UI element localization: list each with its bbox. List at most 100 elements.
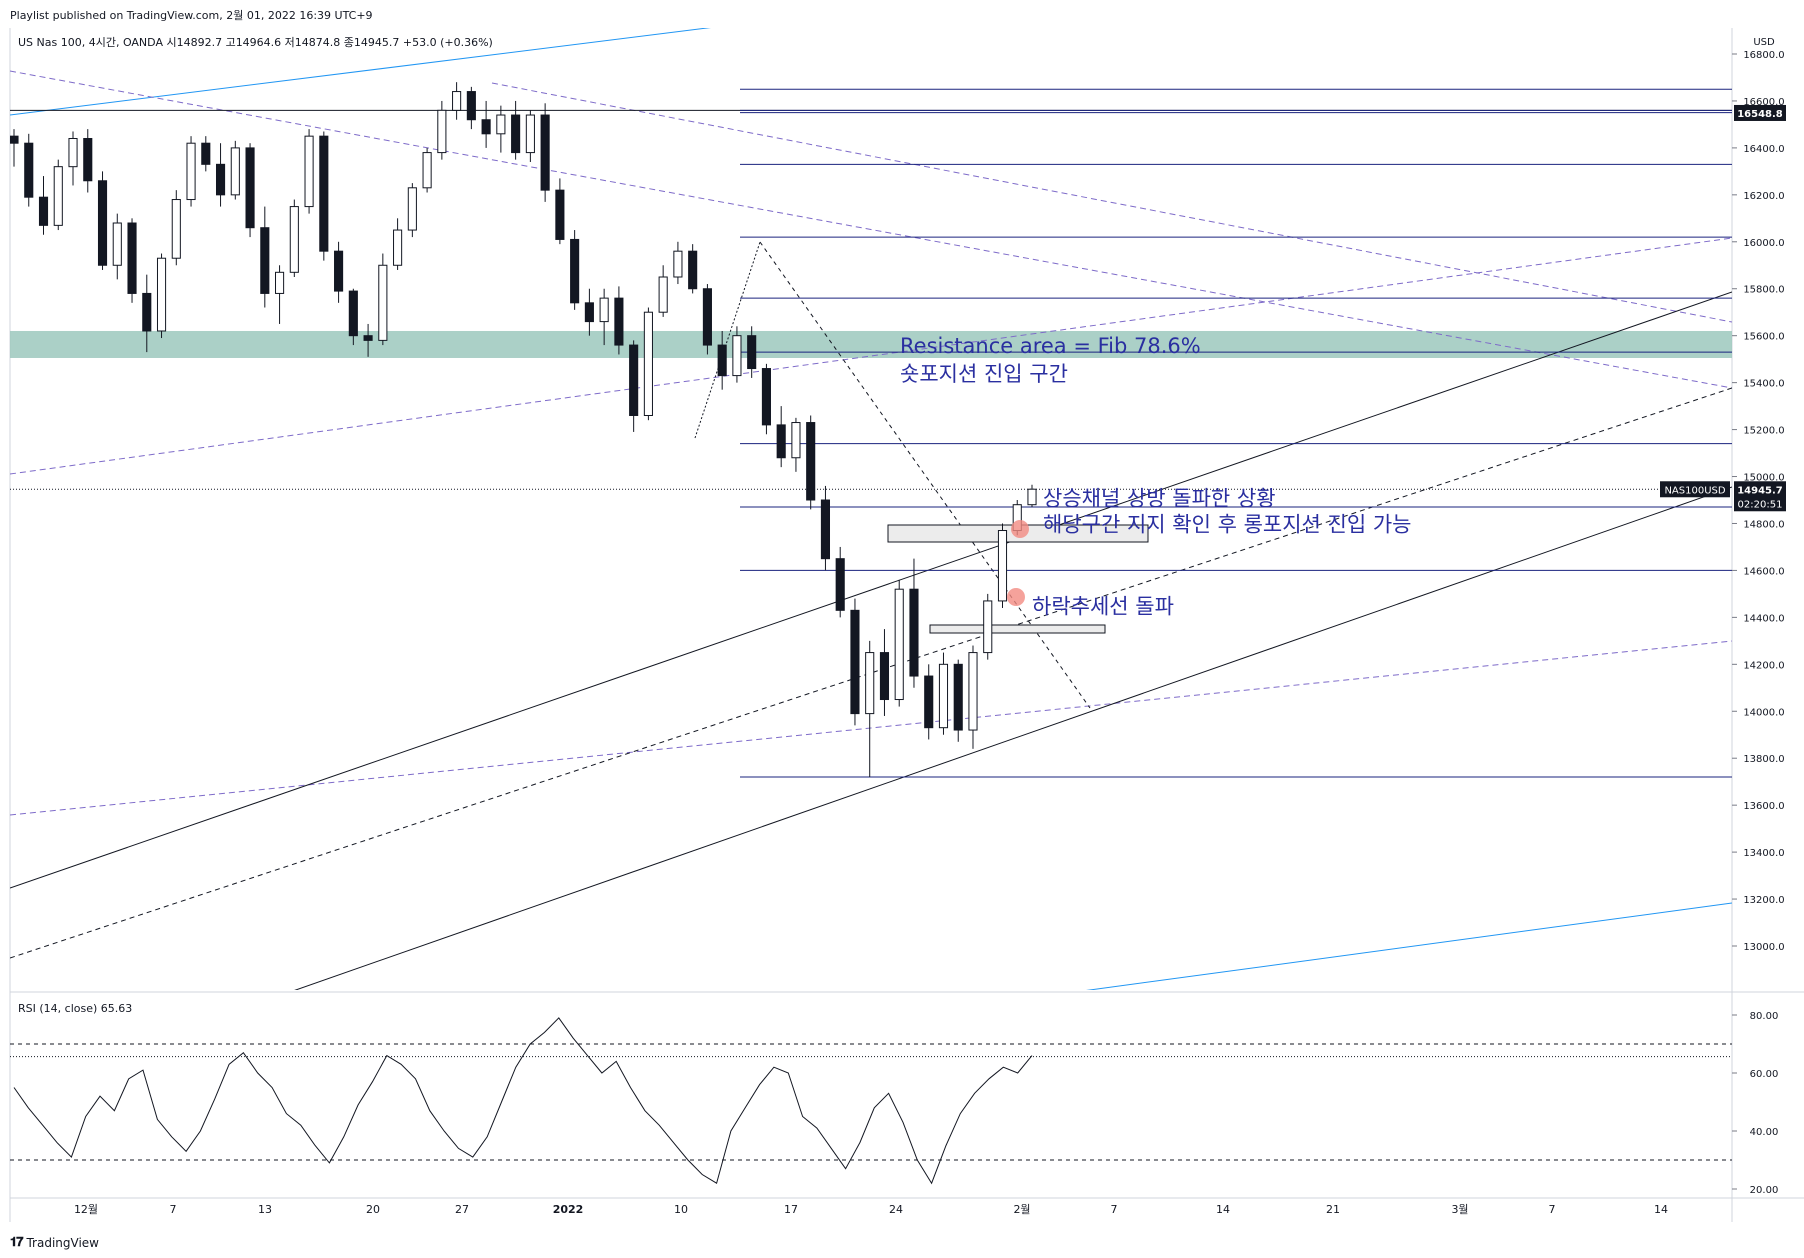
channel-upper-line[interactable]: [10, 291, 1732, 889]
time-axis[interactable]: 12월 7 13 20 27 2022 10 17 24 2월 7 14 21 3월 7 14: [74, 1203, 1668, 1216]
candle-body[interactable]: [171, 199, 181, 259]
candle-body[interactable]: [643, 311, 653, 416]
candle-body[interactable]: [260, 227, 270, 294]
candle-body[interactable]: [555, 189, 565, 240]
purple-dashed-descending-line-2[interactable]: [491, 82, 1732, 323]
price-tick-label: 16600.0: [1743, 97, 1784, 108]
price-tick-label: 16400.0: [1743, 144, 1784, 155]
candle-body[interactable]: [230, 147, 240, 196]
candle-body[interactable]: [732, 335, 742, 377]
candle-body[interactable]: [334, 250, 344, 292]
candle-body[interactable]: [38, 196, 49, 226]
candle-body[interactable]: [599, 297, 609, 323]
candle-body[interactable]: [378, 264, 388, 341]
symbol-badge: [1660, 481, 1730, 498]
candle-body[interactable]: [614, 297, 624, 346]
candle-body[interactable]: [702, 288, 712, 346]
candle-body[interactable]: [186, 142, 196, 201]
candle-body[interactable]: [348, 290, 358, 337]
candle-body[interactable]: [717, 344, 727, 377]
annotation-text: 상승채널 상방 돌파한 상황: [1043, 487, 1276, 511]
candle-body[interactable]: [688, 250, 698, 290]
candlestick-series[interactable]: [10, 82, 1037, 777]
candle-body[interactable]: [747, 335, 757, 370]
rsi-series[interactable]: [10, 1017, 1732, 1185]
fib-anchor-line[interactable]: [694, 241, 761, 439]
last-price-value: 14945.7: [1737, 485, 1783, 496]
candle-body[interactable]: [407, 187, 417, 231]
candle-body[interactable]: [363, 335, 373, 341]
candle-body[interactable]: [909, 588, 919, 677]
time-tick-label: 14: [1216, 1203, 1230, 1216]
candle-body[interactable]: [820, 499, 831, 560]
candle-body[interactable]: [481, 119, 491, 135]
candle-body[interactable]: [938, 663, 949, 729]
rsi-axis[interactable]: 20.00 40.00 60.00 80.00: [1732, 1011, 1778, 1196]
candle-body[interactable]: [511, 114, 521, 154]
candle-body[interactable]: [452, 91, 462, 111]
price-tick-label: 13200.0: [1743, 895, 1784, 906]
candle-body[interactable]: [879, 652, 890, 701]
candle-body[interactable]: [112, 222, 122, 266]
candle-body[interactable]: [924, 675, 934, 729]
candle-body[interactable]: [10, 135, 19, 144]
candle-body[interactable]: [245, 147, 255, 229]
candle-body[interactable]: [83, 138, 93, 182]
candle-body[interactable]: [540, 114, 550, 191]
light-blue-trendline-bottom[interactable]: [1075, 902, 1732, 992]
candle-body[interactable]: [215, 163, 226, 196]
candle-body[interactable]: [894, 588, 904, 701]
purple-dashed-descending-line[interactable]: [10, 70, 1732, 389]
candle-body[interactable]: [466, 91, 476, 121]
resistance-zone[interactable]: [10, 330, 1732, 358]
candle-body[interactable]: [304, 135, 314, 208]
currency-label: USD: [1753, 37, 1775, 48]
price-tick-label: 14400.0: [1743, 613, 1784, 624]
candle-body[interactable]: [673, 250, 683, 278]
candle-body[interactable]: [865, 652, 875, 715]
candle-body[interactable]: [53, 166, 63, 226]
candle-body[interactable]: [68, 138, 78, 168]
candle-body[interactable]: [791, 422, 801, 459]
purple-dashed-lower-line[interactable]: [10, 640, 1732, 816]
light-blue-trendline-top[interactable]: [10, 22, 755, 116]
candle-body[interactable]: [437, 109, 447, 154]
candle-body[interactable]: [525, 114, 535, 154]
candle-body[interactable]: [968, 652, 978, 731]
candle-body[interactable]: [806, 422, 816, 501]
price-axis[interactable]: 13000.0 13200.0 13400.0 13600.0 13800.0 14000…: [1732, 50, 1785, 953]
candle-body[interactable]: [1027, 488, 1037, 506]
candle-body[interactable]: [761, 368, 771, 426]
tradingview-logo[interactable]: 𝟏𝟕 TradingView: [10, 1235, 99, 1250]
horizontal-levels[interactable]: [740, 88, 1732, 778]
candle-body[interactable]: [319, 135, 329, 252]
candle-body[interactable]: [142, 292, 152, 332]
candle-body[interactable]: [24, 142, 34, 198]
candle-body[interactable]: [393, 229, 403, 266]
candle-body[interactable]: [289, 206, 299, 273]
channel-lower-line[interactable]: [290, 486, 1732, 992]
candle-body[interactable]: [776, 424, 786, 459]
rsi-tick-label: 60.00: [1750, 1069, 1779, 1080]
candle-body[interactable]: [835, 558, 845, 611]
candle-body[interactable]: [97, 180, 108, 266]
candle-body[interactable]: [953, 663, 963, 731]
time-tick-label: 2022: [553, 1203, 584, 1216]
candle-body[interactable]: [658, 276, 668, 313]
candle-body[interactable]: [201, 142, 211, 165]
candle-body[interactable]: [850, 609, 860, 715]
candle-body[interactable]: [983, 600, 993, 654]
candle-body[interactable]: [584, 302, 594, 323]
candle-body[interactable]: [496, 114, 506, 135]
candle-body[interactable]: [275, 271, 285, 294]
candle-body[interactable]: [156, 257, 167, 332]
candle-body[interactable]: [422, 152, 432, 189]
rsi-line[interactable]: [13, 1017, 1033, 1185]
candle-body[interactable]: [997, 530, 1008, 602]
candle-body[interactable]: [127, 222, 137, 294]
annotation-text: 해당구간 지지 확인 후 롱포지션 진입 가능: [1043, 512, 1412, 536]
candle-body[interactable]: [570, 238, 580, 304]
candle-body[interactable]: [629, 344, 639, 416]
support-box-lower[interactable]: [929, 624, 1106, 634]
